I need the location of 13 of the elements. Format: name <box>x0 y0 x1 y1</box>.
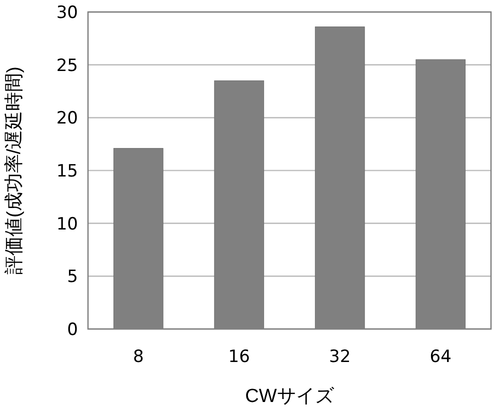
y-tick-label: 5 <box>67 267 78 288</box>
y-tick-label: 25 <box>56 56 78 76</box>
y-axis-title: 評価値(成功率/遅延時間) <box>3 66 25 274</box>
y-tick-label: 30 <box>56 3 78 23</box>
y-tick-label: 0 <box>67 320 78 340</box>
x-axis-title: CWサイズ <box>245 386 335 407</box>
y-tick-label: 10 <box>56 214 78 234</box>
y-tick-label: 15 <box>56 162 78 182</box>
x-tick-label: 16 <box>228 347 250 367</box>
x-tick-label: 64 <box>430 347 452 367</box>
y-tick-label: 20 <box>56 108 78 129</box>
x-tick-label: 32 <box>329 347 351 367</box>
x-tick-label: 8 <box>132 347 144 367</box>
